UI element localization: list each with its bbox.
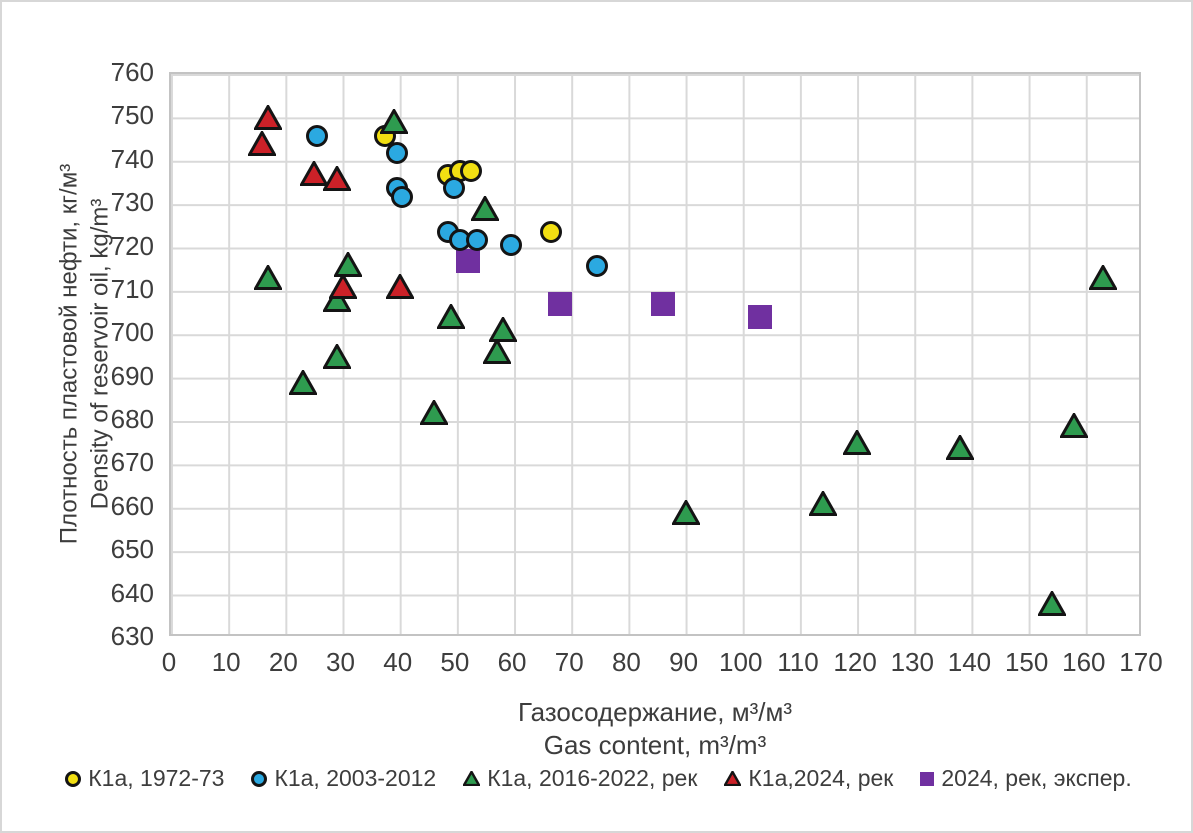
data-point-к1а-2024-рек	[298, 159, 330, 191]
legend: К1а, 1972-73 К1а, 2003-2012 К1а, 2016-2022…	[2, 765, 1191, 792]
legend-item-к1а-2024-рек: К1а,2024, рек	[724, 765, 893, 792]
data-point-к1а-2003-2012	[391, 185, 414, 208]
circle-marker-icon	[251, 770, 268, 787]
data-point-2024-рек-экспер	[747, 304, 772, 329]
data-point-к1а-1972-73	[540, 220, 563, 243]
x-tick-label: 40	[383, 647, 413, 677]
x-tick-label: 140	[947, 647, 992, 677]
x-tick-label: 170	[1119, 647, 1163, 677]
x-axis-title-ru: Газосодержание, м³/м³	[517, 697, 793, 727]
y-tick-label: 650	[110, 534, 154, 565]
legend-label: К1а, 1972-73	[88, 765, 225, 791]
legend-label: К1а,2024, рек	[748, 765, 894, 791]
x-tick-label: 10	[211, 647, 241, 677]
data-point-к1а-2016-2022-рек	[944, 433, 976, 465]
square-marker-icon	[920, 771, 935, 786]
data-point-к1а-2024-рек	[327, 272, 358, 304]
data-point-к1а-2016-2022-рек	[378, 107, 410, 139]
data-point-к1а-2016-2022-рек	[321, 341, 352, 374]
data-point-к1а-2016-2022-рек	[418, 398, 450, 430]
y-axis-title-en: Density of reservoir oil, kg/m³	[86, 198, 113, 510]
x-tick-label: 20	[268, 647, 298, 677]
x-axis-title-en: Gas content, m³/m³	[543, 729, 767, 760]
data-point-к1а-2016-2022-рек	[333, 250, 364, 282]
y-tick-label: 760	[110, 57, 154, 87]
x-tick-label: 110	[777, 647, 819, 677]
data-point-к1а-2024-рек	[247, 129, 278, 161]
data-point-к1а-2016-2022-рек	[842, 428, 873, 460]
y-tick-label: 740	[110, 143, 154, 174]
y-tick-label: 630	[110, 621, 154, 651]
x-tick-label: 90	[669, 647, 699, 677]
data-point-к1а-2016-2022-рек	[470, 194, 501, 226]
data-point-к1а-2016-2022-рек	[1087, 263, 1119, 295]
x-tick-label: 120	[833, 647, 877, 677]
data-point-к1а-2016-2022-рек	[1059, 411, 1090, 443]
data-point-к1а-2003-2012	[465, 229, 488, 252]
x-tick-label: 70	[554, 647, 584, 677]
data-point-к1а-2016-2022-рек	[1036, 589, 1067, 621]
data-point-к1а-2016-2022-рек	[253, 263, 284, 295]
x-tick-label: 150	[1004, 647, 1049, 677]
data-point-к1а-2024-рек	[253, 103, 284, 135]
y-tick-label: 720	[110, 230, 154, 261]
x-tick-label: 30	[326, 647, 355, 677]
data-point-к1а-2003-2012	[500, 233, 523, 256]
data-point-к1а-2024-рек	[384, 272, 415, 304]
x-axis-title: Газосодержание, м³/м³ Gas content, m³/m³	[169, 696, 1141, 762]
legend-item-к1а-1972-73: К1а, 1972-73	[65, 765, 224, 792]
y-tick-label: 710	[110, 273, 154, 304]
y-axis-title-ru: Плотность пластовой нефти, кг/м³	[55, 163, 83, 545]
data-point-к1а-2016-2022-рек	[670, 498, 701, 530]
legend-label: 2024, рек, экспер.	[941, 765, 1132, 791]
y-tick-label: 700	[110, 317, 154, 348]
data-point-к1а-2003-2012	[305, 125, 328, 148]
triangle-marker-icon	[724, 771, 742, 786]
y-tick-label: 730	[110, 187, 154, 218]
data-point-к1а-2003-2012	[442, 177, 465, 200]
y-tick-label: 660	[110, 490, 154, 521]
y-axis-title: Плотность пластовой нефти, кг/м³ Density…	[54, 44, 115, 664]
y-tick-label: 750	[110, 100, 154, 131]
x-tick-label: 60	[497, 647, 527, 677]
y-tick-label: 670	[110, 447, 154, 478]
plot-area	[169, 72, 1141, 636]
data-point-к1а-2016-2022-рек	[487, 315, 518, 347]
triangle-marker-icon	[463, 771, 481, 786]
legend-item-к1а-2003-2012: К1а, 2003-2012	[251, 765, 436, 792]
x-tick-label: 100	[719, 647, 763, 677]
legend-label: К1а, 2003-2012	[274, 765, 437, 791]
data-point-к1а-2016-2022-рек	[436, 302, 467, 334]
data-point-2024-рек-экспер	[547, 291, 572, 316]
x-tick-label: 160	[1062, 647, 1106, 677]
data-point-к1а-2003-2012	[585, 255, 608, 278]
data-point-к1а-2016-2022-рек	[807, 489, 838, 521]
x-tick-label: 130	[890, 647, 934, 677]
x-tick-label: 80	[611, 647, 641, 677]
data-point-к1а-2016-2022-рек	[287, 367, 318, 400]
data-point-к1а-2016-2022-рек	[321, 285, 352, 317]
data-point-2024-рек-экспер	[456, 248, 481, 273]
data-point-к1а-2024-рек	[321, 164, 352, 196]
x-tick-label: 0	[161, 647, 177, 677]
y-tick-label: 690	[110, 360, 154, 391]
legend-label: К1а, 2016-2022, рек	[487, 765, 698, 791]
legend-item-к1а-2016-2022-рек: К1а, 2016-2022, рек	[463, 765, 697, 792]
circle-marker-icon	[65, 770, 82, 787]
data-point-к1а-2003-2012	[385, 142, 408, 165]
y-tick-label: 640	[110, 577, 154, 608]
data-point-к1а-1972-73	[460, 159, 483, 182]
y-tick-label: 680	[110, 404, 154, 435]
legend-item-2024-рек-экспер: 2024, рек, экспер.	[920, 765, 1132, 792]
x-tick-label: 50	[440, 647, 470, 677]
data-point-2024-рек-экспер	[650, 291, 675, 316]
data-point-к1а-2016-2022-рек	[481, 337, 512, 369]
